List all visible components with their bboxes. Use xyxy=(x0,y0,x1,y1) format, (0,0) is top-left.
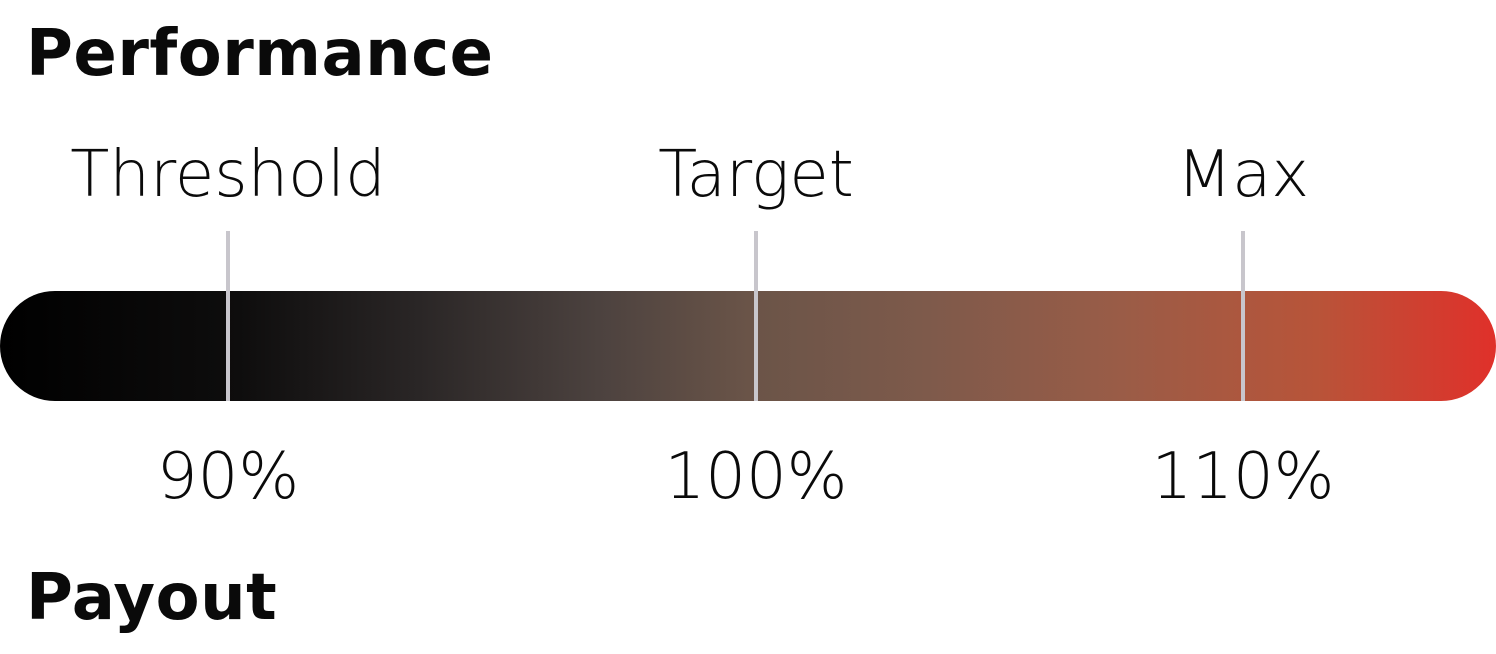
max-percent-label: 110% xyxy=(1151,440,1335,514)
threshold-percent-label: 90% xyxy=(156,440,300,514)
performance-heading: Performance xyxy=(26,17,494,91)
performance-gradient-bar xyxy=(0,291,1496,401)
max-tick xyxy=(1241,231,1245,401)
target-percent-label: 100% xyxy=(664,440,848,514)
target-label: Target xyxy=(658,138,854,212)
max-label: Max xyxy=(1176,138,1310,212)
threshold-label: Threshold xyxy=(70,138,386,212)
payout-heading: Payout xyxy=(26,561,278,635)
threshold-tick xyxy=(226,231,230,401)
target-tick xyxy=(754,231,758,401)
